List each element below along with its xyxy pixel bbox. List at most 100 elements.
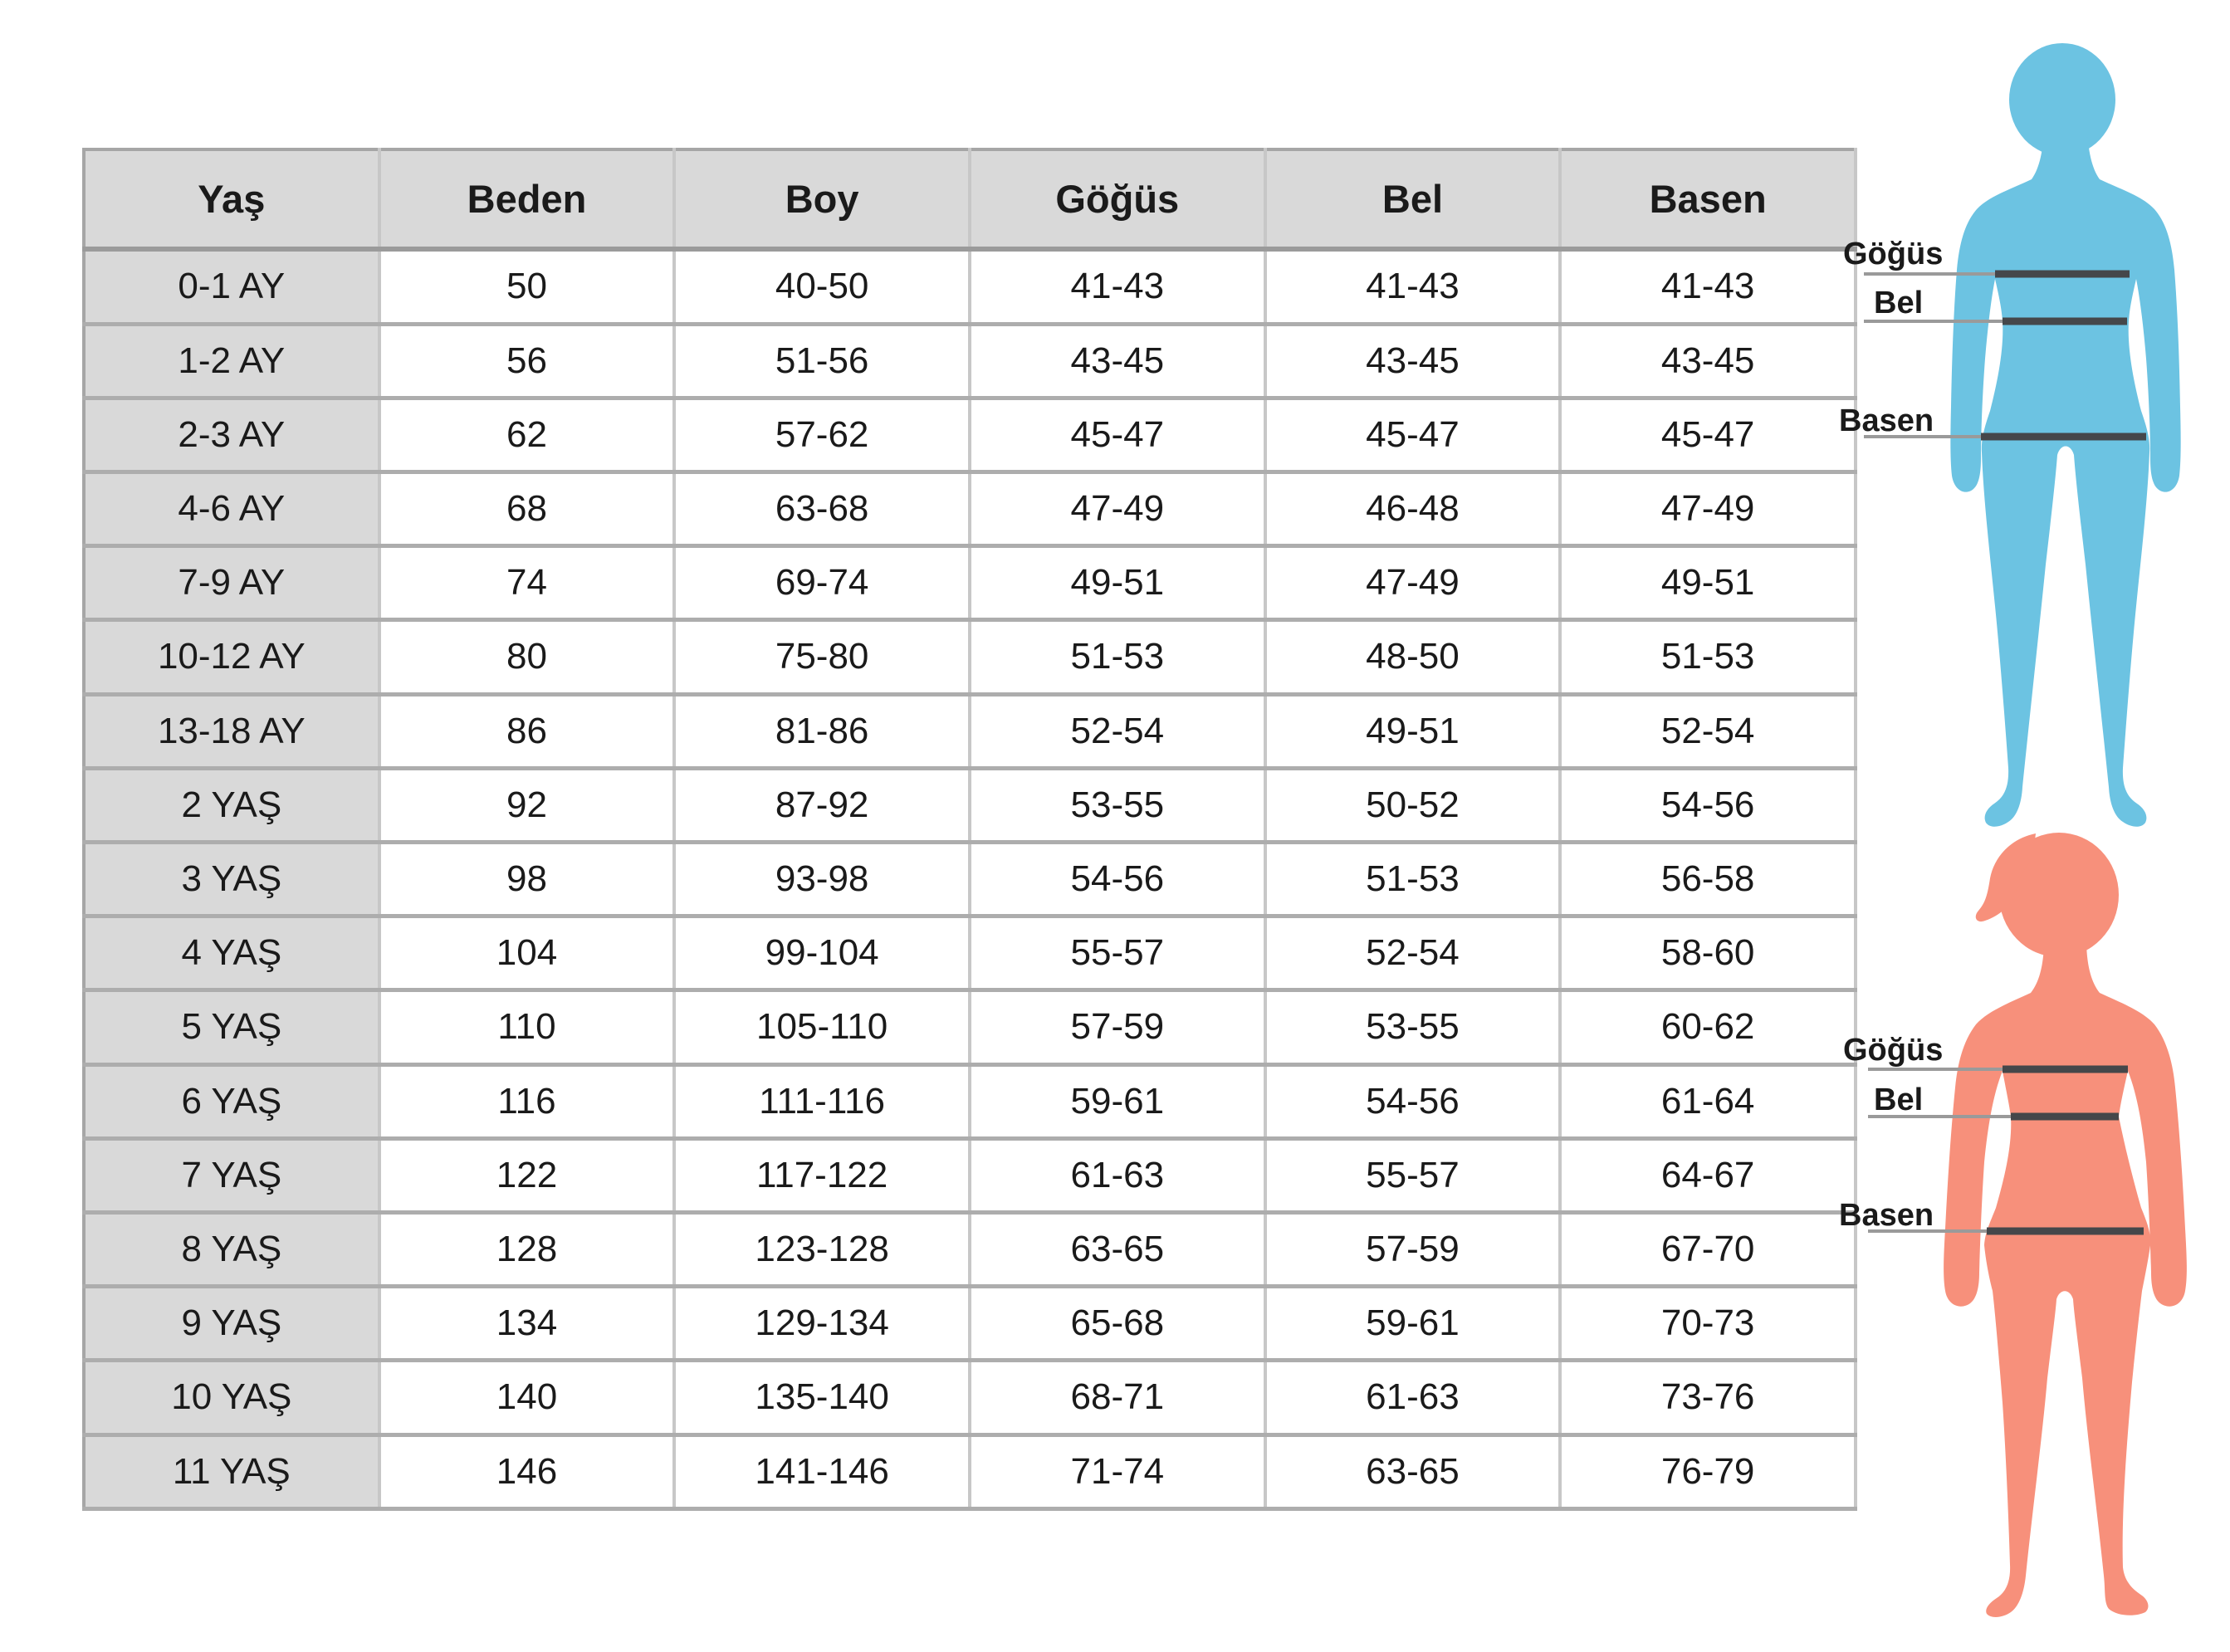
value-cell: 57-62 — [674, 398, 971, 474]
age-cell: 8 YAŞ — [84, 1212, 381, 1289]
age-cell: 1-2 AY — [84, 324, 381, 400]
age-cell: 2 YAŞ — [84, 768, 381, 844]
value-cell: 75-80 — [674, 619, 971, 696]
size-chart-table: Yaş Beden Boy Göğüs Bel Basen 0-1 AY 50 40-50 41… — [82, 148, 1857, 1512]
value-cell: 141-146 — [674, 1435, 971, 1512]
value-cell: 68-71 — [969, 1360, 1267, 1437]
value-cell: 61-63 — [1264, 1360, 1562, 1437]
value-cell: 41-43 — [1560, 249, 1857, 326]
age-cell: 10-12 AY — [84, 619, 381, 696]
value-cell: 110 — [379, 990, 677, 1067]
value-cell: 55-57 — [969, 916, 1267, 993]
value-cell: 45-47 — [1264, 398, 1562, 474]
value-cell: 48-50 — [1264, 619, 1562, 696]
value-cell: 73-76 — [1560, 1360, 1857, 1437]
girl-waist-label: Bel — [1874, 1083, 1923, 1117]
age-cell: 11 YAŞ — [84, 1435, 381, 1512]
boy-silhouette — [1950, 43, 2181, 827]
value-cell: 99-104 — [674, 916, 971, 993]
table-row: 2-3 AY 62 57-62 45-47 45-47 45-47 — [84, 398, 1857, 474]
table-row: 3 YAŞ 98 93-98 54-56 51-53 56-58 — [84, 842, 1857, 919]
value-cell: 52-54 — [969, 694, 1267, 770]
value-cell: 122 — [379, 1138, 677, 1215]
table-row: 1-2 AY 56 51-56 43-45 43-45 43-45 — [84, 324, 1857, 400]
boy-measure-extension-lines — [1864, 272, 2003, 438]
value-cell: 67-70 — [1560, 1212, 1857, 1289]
value-cell: 135-140 — [674, 1360, 971, 1437]
value-cell: 71-74 — [969, 1435, 1267, 1512]
boy-chest-label: Göğüs — [1843, 237, 1943, 271]
value-cell: 117-122 — [674, 1138, 971, 1215]
value-cell: 57-59 — [969, 990, 1267, 1067]
value-cell: 51-53 — [969, 619, 1267, 696]
value-cell: 63-65 — [1264, 1435, 1562, 1512]
value-cell: 105-110 — [674, 990, 971, 1067]
age-cell: 4-6 AY — [84, 472, 381, 549]
value-cell: 63-68 — [674, 472, 971, 549]
column-header-4: Bel — [1264, 149, 1562, 252]
value-cell: 80 — [379, 619, 677, 696]
value-cell: 55-57 — [1264, 1138, 1562, 1215]
boy-measurement-figure: Göğüs Bel Basen — [1827, 33, 2230, 838]
girl-silhouette-graphic: Göğüs Bel Basen — [1839, 833, 2187, 1617]
value-cell: 47-49 — [1560, 472, 1857, 549]
boy-silhouette-graphic: Göğüs Bel Basen — [1839, 43, 2181, 827]
value-cell: 41-43 — [969, 249, 1267, 326]
age-cell: 3 YAŞ — [84, 842, 381, 919]
table-row: 10 YAŞ 140 135-140 68-71 61-63 73-76 — [84, 1360, 1857, 1437]
girl-silhouette — [1944, 833, 2187, 1617]
table-row: 7 YAŞ 122 117-122 61-63 55-57 64-67 — [84, 1138, 1857, 1215]
girl-hip-label: Basen — [1839, 1198, 1934, 1233]
value-cell: 60-62 — [1560, 990, 1857, 1067]
value-cell: 51-53 — [1560, 619, 1857, 696]
age-cell: 10 YAŞ — [84, 1360, 381, 1437]
value-cell: 128 — [379, 1212, 677, 1289]
girl-chest-label: Göğüs — [1843, 1033, 1943, 1068]
value-cell: 50 — [379, 249, 677, 326]
value-cell: 54-56 — [969, 842, 1267, 919]
boy-waist-label: Bel — [1874, 286, 1923, 320]
age-cell: 6 YAŞ — [84, 1064, 381, 1141]
girl-measure-extension-lines — [1868, 1068, 2011, 1233]
age-cell: 2-3 AY — [84, 398, 381, 474]
value-cell: 70-73 — [1560, 1286, 1857, 1363]
table-row: 4-6 AY 68 63-68 47-49 46-48 47-49 — [84, 472, 1857, 549]
value-cell: 68 — [379, 472, 677, 549]
column-header-5: Basen — [1560, 149, 1857, 252]
age-cell: 4 YAŞ — [84, 916, 381, 993]
age-cell: 7 YAŞ — [84, 1138, 381, 1215]
value-cell: 49-51 — [969, 545, 1267, 623]
value-cell: 56-58 — [1560, 842, 1857, 919]
column-header-3: Göğüs — [969, 149, 1267, 252]
table-row: 0-1 AY 50 40-50 41-43 41-43 41-43 — [84, 249, 1857, 326]
value-cell: 47-49 — [969, 472, 1267, 549]
table-row: 5 YAŞ 110 105-110 57-59 53-55 60-62 — [84, 990, 1857, 1067]
value-cell: 59-61 — [1264, 1286, 1562, 1363]
boy-hip-label: Basen — [1839, 403, 1934, 438]
value-cell: 134 — [379, 1286, 677, 1363]
value-cell: 53-55 — [1264, 990, 1562, 1067]
value-cell: 69-74 — [674, 545, 971, 623]
value-cell: 51-56 — [674, 324, 971, 400]
age-cell: 7-9 AY — [84, 545, 381, 623]
value-cell: 64-67 — [1560, 1138, 1857, 1215]
value-cell: 40-50 — [674, 249, 971, 326]
column-header-2: Boy — [674, 149, 971, 252]
value-cell: 87-92 — [674, 768, 971, 844]
girl-ponytail — [1975, 833, 2036, 922]
value-cell: 46-48 — [1264, 472, 1562, 549]
value-cell: 43-45 — [1560, 324, 1857, 400]
value-cell: 52-54 — [1264, 916, 1562, 993]
value-cell: 63-65 — [969, 1212, 1267, 1289]
table-row: 2 YAŞ 92 87-92 53-55 50-52 54-56 — [84, 768, 1857, 844]
column-header-0: Yaş — [84, 149, 381, 252]
value-cell: 41-43 — [1264, 249, 1562, 326]
value-cell: 58-60 — [1560, 916, 1857, 993]
value-cell: 56 — [379, 324, 677, 400]
table-row: 8 YAŞ 128 123-128 63-65 57-59 67-70 — [84, 1212, 1857, 1289]
girl-measurement-figure: Göğüs Bel Basen — [1827, 822, 2230, 1652]
value-cell: 54-56 — [1560, 768, 1857, 844]
value-cell: 43-45 — [1264, 324, 1562, 400]
value-cell: 53-55 — [969, 768, 1267, 844]
